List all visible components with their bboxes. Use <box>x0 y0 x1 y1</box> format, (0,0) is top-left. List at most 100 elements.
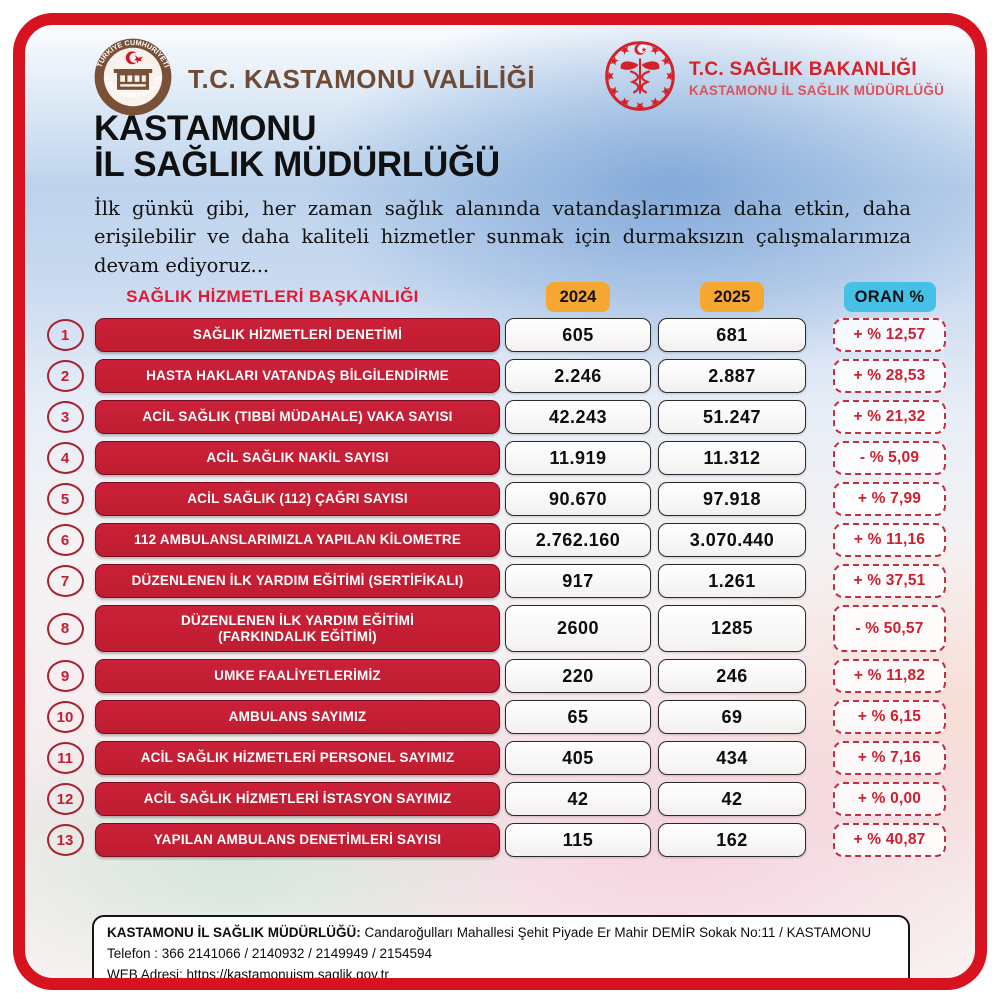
row-number-circle: 13 <box>46 824 84 856</box>
row-label: ACİL SAĞLIK NAKİL SAYISI <box>206 450 389 466</box>
value-2024: 605 <box>505 318 651 352</box>
row-number-circle: 8 <box>46 612 84 645</box>
change-percentage: + % 11,82 <box>833 659 946 693</box>
governorship-title: T.C. KASTAMONU VALİLİĞİ <box>188 64 536 94</box>
value-2025: 681 <box>658 318 806 352</box>
row-number-circle: 10 <box>46 701 84 733</box>
row-number: 12 <box>45 782 85 816</box>
value-2025: 51.247 <box>658 400 806 434</box>
ministry-title: T.C. SAĞLIK BAKANLIĞI <box>689 59 917 80</box>
table-row: 10 AMBULANS SAYIMIZ 65 69 + % 6,15 <box>45 700 975 734</box>
row-number-circle: 11 <box>46 742 84 774</box>
section-title: SAĞLIK HİZMETLERİ BAŞKANLIĞI <box>126 287 419 306</box>
row-number: 13 <box>45 823 85 857</box>
table-row: 4 ACİL SAĞLIK NAKİL SAYISI 11.919 11.312… <box>45 441 975 475</box>
value-2024: 42.243 <box>505 400 651 434</box>
value-2024: 2.246 <box>505 359 651 393</box>
value-2025: 2.887 <box>658 359 806 393</box>
row-number-circle: 9 <box>46 660 84 692</box>
value-2025: 1285 <box>658 605 806 652</box>
contact-address-line: KASTAMONU İL SAĞLIK MÜDÜRLÜĞÜ: Candaroğu… <box>107 923 895 944</box>
row-label: ACİL SAĞLIK (112) ÇAĞRI SAYISI <box>187 491 408 507</box>
row-label-bar: AMBULANS SAYIMIZ <box>95 700 500 734</box>
row-number: 9 <box>45 659 85 693</box>
row-label: AMBULANS SAYIMIZ <box>228 709 367 725</box>
value-2024: 405 <box>505 741 651 775</box>
change-percentage: + % 21,32 <box>833 400 946 434</box>
row-number-circle: 6 <box>46 524 84 556</box>
column-header-2024: 2024 <box>546 282 610 312</box>
value-2024: 2600 <box>505 605 651 652</box>
contact-box: KASTAMONU İL SAĞLIK MÜDÜRLÜĞÜ: Candaroğu… <box>92 915 910 982</box>
value-2024: 917 <box>505 564 651 598</box>
contact-org-label: KASTAMONU İL SAĞLIK MÜDÜRLÜĞÜ: <box>107 925 361 940</box>
contact-web-label: WEB Adresi: <box>107 966 183 982</box>
row-number: 8 <box>45 605 85 652</box>
value-2025: 434 <box>658 741 806 775</box>
change-percentage: + % 7,16 <box>833 741 946 775</box>
row-number: 1 <box>45 318 85 352</box>
row-label-bar: DÜZENLENEN İLK YARDIM EĞİTİMİ (FARKINDAL… <box>95 605 500 652</box>
row-number-circle: 7 <box>46 565 84 597</box>
change-percentage: - % 5,09 <box>833 441 946 475</box>
row-label: SAĞLIK HİZMETLERİ DENETİMİ <box>192 327 403 343</box>
row-label: ACİL SAĞLIK HİZMETLERİ PERSONEL SAYIMIZ <box>140 750 455 766</box>
table-row: 9 UMKE FAALİYETLERİMİZ 220 246 + % 11,82 <box>45 659 975 693</box>
kastamonu-governorship-seal-icon: TÜRKİYE CUMHURİYETİ KASTAMONU VALİLİĞİ <box>93 37 173 122</box>
row-number: 5 <box>45 482 85 516</box>
table-header: SAĞLIK HİZMETLERİ BAŞKANLIĞI 2024 2025 O… <box>45 282 975 312</box>
row-label-bar: 112 AMBULANSLARIMIZLA YAPILAN KİLOMETRE <box>95 523 500 557</box>
row-label-bar: SAĞLIK HİZMETLERİ DENETİMİ <box>95 318 500 352</box>
row-label: DÜZENLENEN İLK YARDIM EĞİTİMİ <box>180 612 415 628</box>
column-header-2025: 2025 <box>700 282 764 312</box>
page-title-line1: KASTAMONU <box>94 109 317 148</box>
value-2024: 11.919 <box>505 441 651 475</box>
value-2025: 162 <box>658 823 806 857</box>
change-percentage: + % 11,16 <box>833 523 946 557</box>
value-2025: 11.312 <box>658 441 806 475</box>
ministry-header: T.C. SAĞLIK BAKANLIĞI KASTAMONU İL SAĞLI… <box>601 39 945 118</box>
intro-paragraph: İlk günkü gibi, her zaman sağlık alanınd… <box>94 197 911 277</box>
value-2024: 115 <box>505 823 651 857</box>
row-label: YAPILAN AMBULANS DENETİMLERİ SAYISI <box>153 832 442 848</box>
row-label-bar: ACİL SAĞLIK (TIBBİ MÜDAHALE) VAKA SAYISI <box>95 400 500 434</box>
ministry-subtitle: KASTAMONU İL SAĞLIK MÜDÜRLÜĞÜ <box>689 83 945 98</box>
value-2024: 90.670 <box>505 482 651 516</box>
row-number-circle: 5 <box>46 483 84 515</box>
contact-web-url[interactable]: https://kastamonuism.saglik.gov.tr <box>186 966 389 982</box>
row-label-bar: ACİL SAĞLIK NAKİL SAYISI <box>95 441 500 475</box>
value-2025: 42 <box>658 782 806 816</box>
row-number-circle: 4 <box>46 442 84 474</box>
value-2024: 42 <box>505 782 651 816</box>
change-percentage: + % 37,51 <box>833 564 946 598</box>
table-row: 1 SAĞLIK HİZMETLERİ DENETİMİ 605 681 + %… <box>45 318 975 352</box>
row-label: DÜZENLENEN İLK YARDIM EĞİTİMİ (SERTİFİKA… <box>131 573 464 589</box>
table-row: 8 DÜZENLENEN İLK YARDIM EĞİTİMİ (FARKIND… <box>45 605 975 652</box>
value-2025: 97.918 <box>658 482 806 516</box>
table-row: 13 YAPILAN AMBULANS DENETİMLERİ SAYISI 1… <box>45 823 975 857</box>
row-number: 11 <box>45 741 85 775</box>
change-percentage: + % 6,15 <box>833 700 946 734</box>
row-label-bar: UMKE FAALİYETLERİMİZ <box>95 659 500 693</box>
change-percentage: + % 0,00 <box>833 782 946 816</box>
change-percentage: + % 7,99 <box>833 482 946 516</box>
row-label-bar: ACİL SAĞLIK HİZMETLERİ PERSONEL SAYIMIZ <box>95 741 500 775</box>
change-percentage: + % 28,53 <box>833 359 946 393</box>
row-label: ACİL SAĞLIK (TIBBİ MÜDAHALE) VAKA SAYISI <box>142 409 453 425</box>
column-header-oran: ORAN % <box>843 282 936 312</box>
row-label: HASTA HAKLARI VATANDAŞ BİLGİLENDİRME <box>146 368 449 384</box>
row-label-line2: (FARKINDALIK EĞİTİMİ) <box>218 628 377 644</box>
row-label: 112 AMBULANSLARIMIZLA YAPILAN KİLOMETRE <box>133 532 462 548</box>
row-number: 6 <box>45 523 85 557</box>
row-number: 10 <box>45 700 85 734</box>
health-ministry-logo-icon <box>601 39 679 118</box>
page-title-line2: İL SAĞLIK MÜDÜRLÜĞÜ <box>94 145 500 185</box>
table-row: 11 ACİL SAĞLIK HİZMETLERİ PERSONEL SAYIM… <box>45 741 975 775</box>
value-2024: 220 <box>505 659 651 693</box>
row-number-circle: 12 <box>46 783 84 815</box>
row-number: 2 <box>45 359 85 393</box>
stats-table: 1 SAĞLIK HİZMETLERİ DENETİMİ 605 681 + %… <box>45 318 975 857</box>
row-number-circle: 3 <box>46 401 84 433</box>
table-row: 3 ACİL SAĞLIK (TIBBİ MÜDAHALE) VAKA SAYI… <box>45 400 975 434</box>
value-2025: 1.261 <box>658 564 806 598</box>
